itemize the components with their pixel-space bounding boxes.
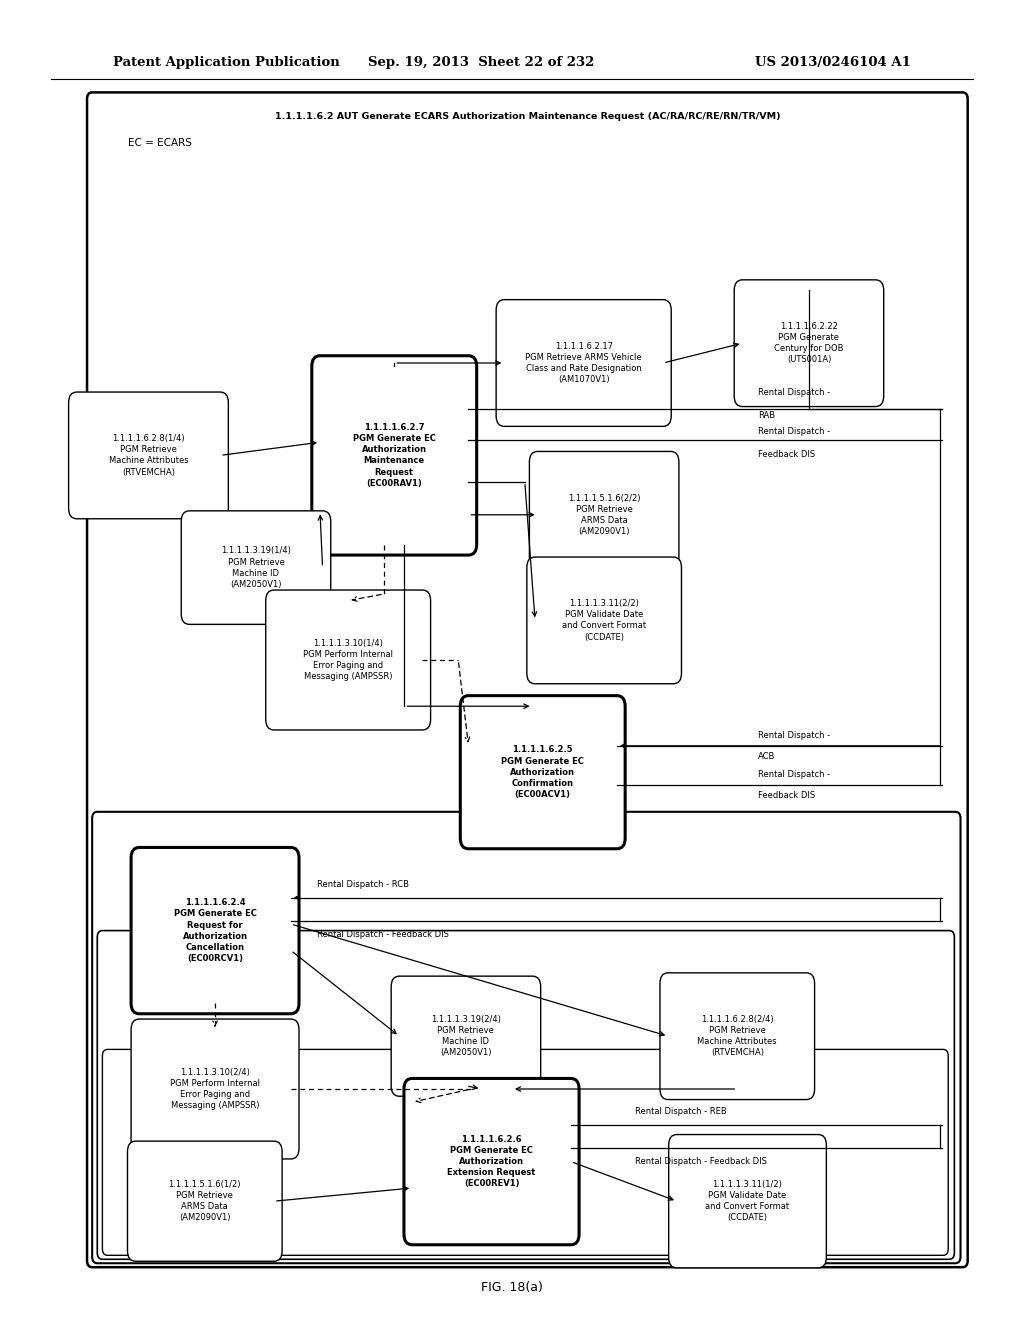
Text: 1.1.1.1.3.11(1/2)
PGM Validate Date
and Convert Format
(CCDATE): 1.1.1.1.3.11(1/2) PGM Validate Date and …: [706, 1180, 790, 1222]
Text: 1.1.1.1.3.19(1/4)
PGM Retrieve
Machine ID
(AM2050V1): 1.1.1.1.3.19(1/4) PGM Retrieve Machine I…: [221, 546, 291, 589]
Text: US 2013/0246104 A1: US 2013/0246104 A1: [756, 55, 911, 69]
Text: 1.1.1.1.6.2.17
PGM Retrieve ARMS Vehicle
Class and Rate Designation
(AM1070V1): 1.1.1.1.6.2.17 PGM Retrieve ARMS Vehicle…: [525, 342, 642, 384]
Text: Patent Application Publication: Patent Application Publication: [113, 55, 339, 69]
Text: 1.1.1.1.6.2.8(2/4)
PGM Retrieve
Machine Attributes
(RTVEMCHA): 1.1.1.1.6.2.8(2/4) PGM Retrieve Machine …: [697, 1015, 777, 1057]
Text: Rental Dispatch - RCB: Rental Dispatch - RCB: [317, 880, 410, 888]
Text: RAB: RAB: [758, 412, 775, 420]
FancyBboxPatch shape: [97, 931, 954, 1259]
FancyBboxPatch shape: [127, 1140, 283, 1262]
Text: Feedback DIS: Feedback DIS: [758, 450, 815, 458]
FancyBboxPatch shape: [496, 300, 672, 426]
Text: 1.1.1.1.5.1.6(2/2)
PGM Retrieve
ARMS Data
(AM2090V1): 1.1.1.1.5.1.6(2/2) PGM Retrieve ARMS Dat…: [568, 494, 640, 536]
Text: 1.1.1.1.6.2.22
PGM Generate
Century for DOB
(UTS001A): 1.1.1.1.6.2.22 PGM Generate Century for …: [774, 322, 844, 364]
FancyBboxPatch shape: [659, 973, 815, 1100]
FancyBboxPatch shape: [102, 1049, 948, 1255]
Text: Rental Dispatch -: Rental Dispatch -: [758, 771, 829, 779]
FancyBboxPatch shape: [92, 812, 961, 1263]
Text: 1.1.1.1.6.2.7
PGM Generate EC
Authorization
Maintenance
Request
(EC00RAV1): 1.1.1.1.6.2.7 PGM Generate EC Authorizat…: [353, 424, 435, 487]
Text: EC = ECARS: EC = ECARS: [128, 137, 191, 148]
Text: ACB: ACB: [758, 752, 775, 760]
FancyBboxPatch shape: [311, 355, 476, 554]
Text: Rental Dispatch -: Rental Dispatch -: [758, 731, 829, 739]
FancyBboxPatch shape: [669, 1134, 826, 1267]
Text: Rental Dispatch -: Rental Dispatch -: [758, 388, 829, 396]
Text: FIG. 18(a): FIG. 18(a): [481, 1280, 543, 1294]
Text: 1.1.1.1.3.10(2/4)
PGM Perform Internal
Error Paging and
Messaging (AMPSSR): 1.1.1.1.3.10(2/4) PGM Perform Internal E…: [170, 1068, 260, 1110]
Text: Rental Dispatch -: Rental Dispatch -: [758, 428, 829, 436]
Text: 1.1.1.1.6.2.5
PGM Generate EC
Authorization
Confirmation
(EC00ACV1): 1.1.1.1.6.2.5 PGM Generate EC Authorizat…: [502, 746, 584, 799]
FancyBboxPatch shape: [529, 451, 679, 578]
Text: 1.1.1.1.6.2.6
PGM Generate EC
Authorization
Extension Request
(EC00REV1): 1.1.1.1.6.2.6 PGM Generate EC Authorizat…: [447, 1135, 536, 1188]
Text: 1.1.1.1.6.2 AUT Generate ECARS Authorization Maintenance Request (AC/RA/RC/RE/RN: 1.1.1.1.6.2 AUT Generate ECARS Authoriza…: [274, 112, 780, 120]
FancyBboxPatch shape: [391, 977, 541, 1096]
Text: 1.1.1.1.6.2.4
PGM Generate EC
Request for
Authorization
Cancellation
(EC00RCV1): 1.1.1.1.6.2.4 PGM Generate EC Request fo…: [174, 899, 256, 962]
FancyBboxPatch shape: [403, 1078, 579, 1245]
FancyBboxPatch shape: [526, 557, 682, 684]
FancyBboxPatch shape: [266, 590, 430, 730]
Text: Rental Dispatch - Feedback DIS: Rental Dispatch - Feedback DIS: [635, 1158, 767, 1166]
Text: Sep. 19, 2013  Sheet 22 of 232: Sep. 19, 2013 Sheet 22 of 232: [368, 55, 595, 69]
Text: 1.1.1.1.5.1.6(1/2)
PGM Retrieve
ARMS Data
(AM2090V1): 1.1.1.1.5.1.6(1/2) PGM Retrieve ARMS Dat…: [169, 1180, 241, 1222]
Text: Rental Dispatch - REB: Rental Dispatch - REB: [635, 1107, 727, 1115]
Text: 1.1.1.1.3.10(1/4)
PGM Perform Internal
Error Paging and
Messaging (AMPSSR): 1.1.1.1.3.10(1/4) PGM Perform Internal E…: [303, 639, 393, 681]
Text: 1.1.1.1.3.19(2/4)
PGM Retrieve
Machine ID
(AM2050V1): 1.1.1.1.3.19(2/4) PGM Retrieve Machine I…: [431, 1015, 501, 1057]
FancyBboxPatch shape: [461, 696, 625, 849]
FancyBboxPatch shape: [69, 392, 228, 519]
Text: Feedback DIS: Feedback DIS: [758, 792, 815, 800]
Text: 1.1.1.1.3.11(2/2)
PGM Validate Date
and Convert Format
(CCDATE): 1.1.1.1.3.11(2/2) PGM Validate Date and …: [562, 599, 646, 642]
Text: 1.1.1.1.6.2.8(1/4)
PGM Retrieve
Machine Attributes
(RTVEMCHA): 1.1.1.1.6.2.8(1/4) PGM Retrieve Machine …: [109, 434, 188, 477]
Text: Rental Dispatch - Feedback DIS: Rental Dispatch - Feedback DIS: [317, 931, 450, 939]
FancyBboxPatch shape: [131, 847, 299, 1014]
FancyBboxPatch shape: [87, 92, 968, 1267]
FancyBboxPatch shape: [181, 511, 331, 624]
FancyBboxPatch shape: [131, 1019, 299, 1159]
FancyBboxPatch shape: [734, 280, 884, 407]
